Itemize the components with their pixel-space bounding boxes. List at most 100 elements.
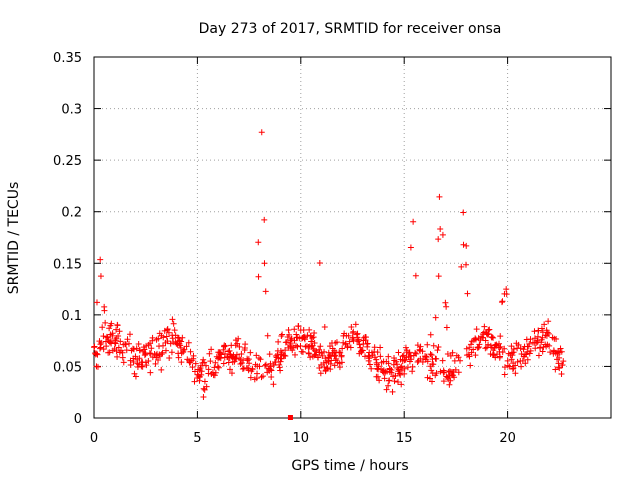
data-point	[356, 341, 363, 348]
x-tick-label: 20	[499, 431, 516, 446]
data-point	[428, 378, 435, 385]
data-point	[261, 362, 268, 369]
data-point	[526, 350, 533, 357]
data-point	[142, 351, 149, 358]
data-point	[93, 350, 100, 357]
data-point	[238, 350, 245, 357]
data-point	[539, 348, 546, 355]
data-point	[397, 364, 404, 371]
data-point	[211, 372, 218, 379]
data-point	[270, 381, 277, 388]
data-point	[135, 341, 142, 348]
data-point	[361, 353, 368, 360]
data-point	[512, 362, 519, 369]
data-point	[482, 337, 489, 344]
data-point	[115, 333, 122, 340]
data-point	[191, 378, 198, 385]
data-point	[258, 129, 265, 136]
data-point	[518, 363, 525, 370]
data-point	[291, 337, 298, 344]
data-point	[412, 272, 419, 279]
data-point	[472, 336, 479, 343]
data-point	[394, 378, 401, 385]
data-point	[331, 352, 338, 359]
data-point	[408, 356, 415, 363]
data-point	[200, 393, 207, 400]
data-point	[300, 326, 307, 333]
data-point	[206, 350, 213, 357]
data-point	[427, 351, 434, 358]
data-point	[481, 323, 488, 330]
data-point	[327, 366, 334, 373]
data-point	[220, 360, 227, 367]
data-point	[417, 343, 424, 350]
data-series	[91, 129, 567, 420]
data-point	[212, 369, 219, 376]
y-tick-label: 0	[74, 412, 82, 427]
data-point	[350, 328, 357, 335]
data-point	[524, 356, 531, 363]
data-point	[123, 341, 130, 348]
x-tick-label: 10	[293, 431, 310, 446]
data-point	[501, 364, 508, 371]
data-point	[282, 353, 289, 360]
data-point	[149, 334, 156, 341]
data-point	[289, 347, 296, 354]
data-point	[183, 343, 190, 350]
data-point	[385, 360, 392, 367]
data-point	[113, 326, 120, 333]
data-point	[348, 323, 355, 330]
data-point	[499, 298, 506, 305]
data-point	[200, 356, 207, 363]
data-point	[428, 352, 435, 359]
data-point	[443, 324, 450, 331]
data-point	[277, 358, 284, 365]
data-point	[292, 351, 299, 358]
data-point	[388, 367, 395, 374]
data-point	[208, 346, 215, 353]
data-point	[413, 350, 420, 357]
data-point	[297, 343, 304, 350]
data-point	[439, 357, 446, 364]
data-point	[503, 291, 510, 298]
data-point	[222, 343, 229, 350]
data-point	[437, 226, 444, 233]
data-point	[215, 364, 222, 371]
data-point	[558, 348, 565, 355]
data-point	[116, 328, 123, 335]
data-point	[336, 364, 343, 371]
data-point	[499, 349, 506, 356]
data-point	[106, 325, 113, 332]
x-axis-label: GPS time / hours	[291, 458, 408, 474]
data-point	[242, 341, 249, 348]
data-point	[354, 330, 361, 337]
data-point	[181, 346, 188, 353]
data-point	[464, 290, 471, 297]
data-point	[476, 341, 483, 348]
data-point	[175, 354, 182, 361]
data-point	[381, 375, 388, 382]
data-point	[141, 346, 148, 353]
data-point	[97, 273, 104, 280]
data-point	[159, 349, 166, 356]
data-point	[130, 346, 137, 353]
data-point	[114, 322, 121, 329]
data-point	[192, 360, 199, 367]
data-point	[430, 342, 437, 349]
data-point	[544, 329, 551, 336]
data-point	[233, 351, 240, 358]
data-point	[281, 352, 288, 359]
data-point	[482, 345, 489, 352]
data-point	[446, 381, 453, 388]
data-point	[235, 335, 242, 342]
data-point	[267, 366, 274, 373]
data-point	[180, 347, 187, 354]
data-point	[374, 349, 381, 356]
data-point	[467, 341, 474, 348]
data-point	[317, 370, 324, 377]
data-point	[409, 363, 416, 370]
data-point	[169, 316, 176, 323]
data-point	[126, 331, 133, 338]
data-point	[485, 341, 492, 348]
